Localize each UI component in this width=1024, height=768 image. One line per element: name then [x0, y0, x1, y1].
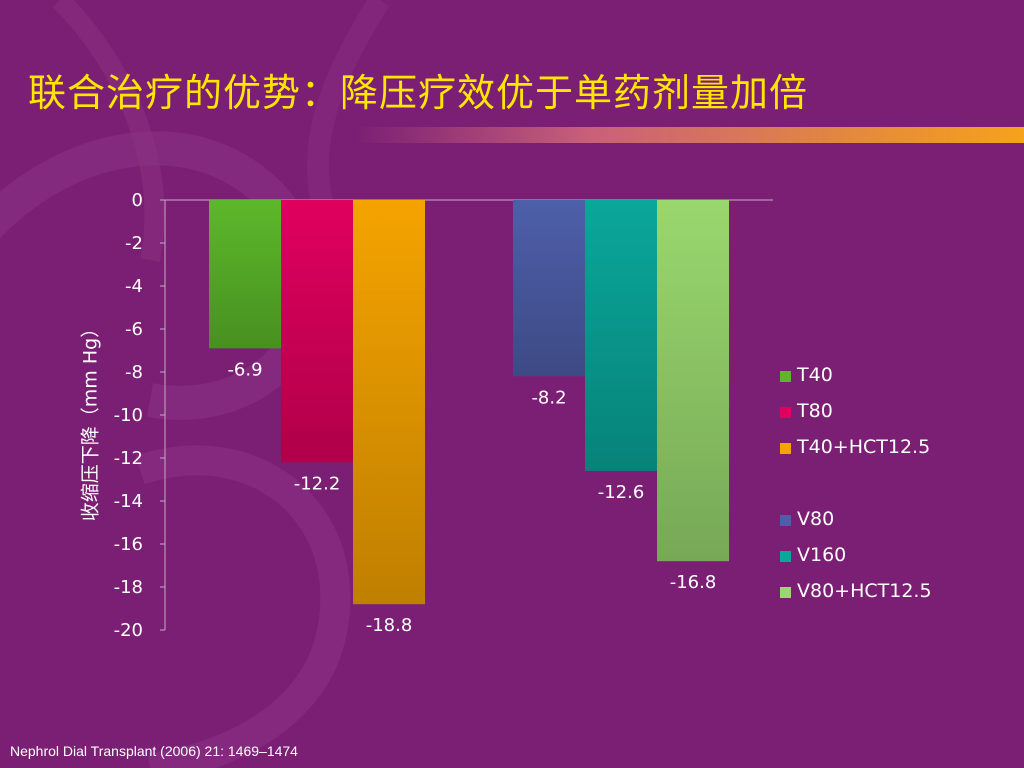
data-label: -12.2: [294, 473, 341, 494]
legend-label: T40+HCT12.5: [797, 436, 931, 458]
data-label: -12.6: [598, 482, 645, 503]
bar-t40: [209, 200, 281, 349]
y-tick-label: -2: [125, 233, 143, 254]
y-tick-label: 0: [132, 190, 143, 211]
legend-label: V80: [797, 508, 835, 530]
y-tick-label: -10: [114, 405, 143, 426]
y-tick-label: -6: [125, 319, 143, 340]
y-tick-label: -20: [114, 620, 143, 641]
y-tick-label: -12: [114, 448, 143, 469]
bar-t40-hct12-5: [353, 200, 425, 605]
legend-swatch: [780, 407, 791, 418]
y-tick-label: -16: [114, 534, 143, 555]
y-tick-label: -18: [114, 577, 143, 598]
legend-label: V160: [797, 544, 847, 566]
bar-v80-hct12-5: [657, 200, 729, 562]
data-label: -6.9: [227, 359, 262, 380]
legend-swatch: [780, 515, 791, 526]
legend-label: T80: [797, 400, 833, 422]
legend-swatch: [780, 371, 791, 382]
title-accent-bar: [356, 127, 1024, 143]
y-axis-label: 收缩压下降（mm Hg）: [79, 318, 102, 522]
legend-label: T40: [797, 364, 833, 386]
bar-t80: [281, 200, 353, 463]
bar-v160: [585, 200, 657, 471]
data-label: -8.2: [531, 387, 566, 408]
legend-swatch: [780, 443, 791, 454]
y-tick-label: -4: [125, 276, 143, 297]
source-citation: Nephrol Dial Transplant (2006) 21: 1469–…: [10, 743, 298, 759]
slide-title: 联合治疗的优势：降压疗效优于单药剂量加倍: [28, 71, 809, 115]
data-label: -16.8: [670, 572, 717, 593]
data-label: -18.8: [366, 615, 413, 636]
y-tick-label: -14: [114, 491, 143, 512]
y-tick-label: -8: [125, 362, 143, 383]
legend-swatch: [780, 587, 791, 598]
bar-v80: [513, 200, 585, 377]
legend-label: V80+HCT12.5: [797, 580, 932, 602]
legend-swatch: [780, 551, 791, 562]
